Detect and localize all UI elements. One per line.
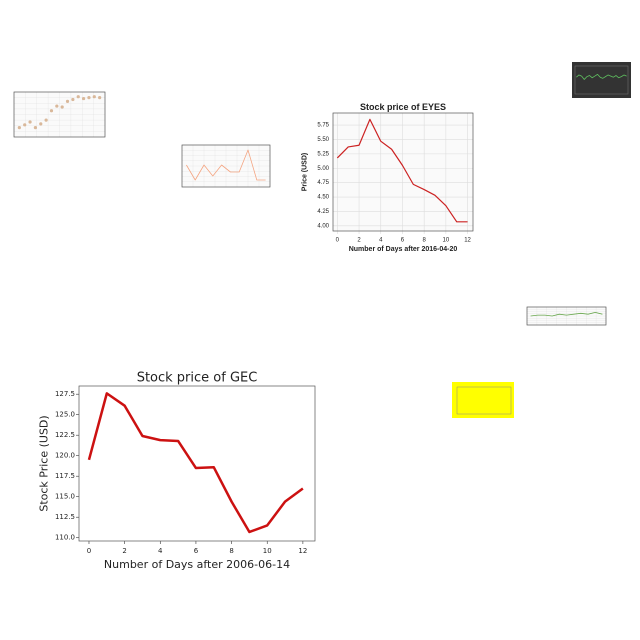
x-tick-label: 2 — [357, 238, 361, 244]
y-tick-label: 112.5 — [55, 513, 75, 521]
chart-title: Stock price of GEC — [137, 371, 258, 386]
y-tick-label: 5.25 — [317, 151, 329, 157]
x-tick-label: 6 — [401, 238, 405, 244]
scatter-point — [71, 97, 75, 102]
y-tick-label: 115.0 — [55, 493, 75, 501]
plot-frame — [574, 65, 629, 95]
plot-frame — [332, 112, 474, 232]
plot-frame — [13, 91, 106, 138]
y-tick-label: 4.00 — [317, 223, 329, 229]
x-tick-label: 0 — [87, 547, 91, 555]
x-axis-label: Number of Days after 2006-06-14 — [104, 558, 290, 571]
y-tick-label: 125.0 — [55, 411, 75, 419]
data-line — [186, 149, 266, 181]
x-tick-label: 4 — [379, 238, 383, 244]
x-tick-label: 8 — [229, 547, 233, 555]
scatter-point — [76, 95, 80, 99]
scatter-point — [65, 99, 70, 103]
y-tick-label: 127.5 — [55, 390, 75, 398]
chart-title: Stock price of EYES — [360, 102, 446, 112]
plot-frame — [526, 306, 607, 326]
y-tick-label: 5.75 — [317, 123, 329, 129]
x-tick-label: 4 — [158, 547, 163, 555]
plot-background — [572, 62, 631, 98]
yellow-thumbnail — [452, 382, 514, 418]
y-tick-label: 4.50 — [317, 195, 329, 201]
x-tick-label: 12 — [298, 547, 307, 555]
scatter-point — [60, 105, 64, 109]
scatter-point — [87, 96, 91, 100]
data-line — [576, 74, 627, 80]
scatter-point — [49, 109, 54, 113]
scatter-point — [39, 122, 43, 126]
scatter-point — [81, 96, 86, 101]
scatter-point — [23, 123, 27, 127]
y-tick-label: 4.75 — [317, 180, 329, 186]
scatter-point — [98, 96, 102, 100]
thumbnail-axes — [456, 386, 512, 415]
y-tick-label: 5.50 — [317, 137, 329, 143]
y-tick-label: 4.25 — [317, 209, 329, 215]
x-tick-label: 10 — [263, 547, 272, 555]
scatter-point — [92, 95, 96, 99]
x-tick-label: 10 — [443, 238, 450, 244]
data-line — [336, 118, 468, 223]
plot-frame — [78, 385, 316, 542]
x-tick-label: 0 — [336, 238, 340, 244]
y-tick-label: 5.00 — [317, 166, 329, 172]
scatter-point — [44, 118, 48, 122]
scatter-point — [17, 126, 21, 130]
y-tick-label: 117.5 — [55, 472, 75, 480]
plot-background — [333, 113, 473, 231]
x-tick-label: 8 — [422, 238, 426, 244]
x-tick-label: 2 — [122, 547, 126, 555]
x-tick-label: 6 — [194, 547, 199, 555]
y-tick-label: 110.0 — [55, 534, 75, 542]
scatter-point — [33, 126, 38, 130]
plot-background — [79, 386, 315, 541]
scatter-point — [55, 104, 59, 108]
data-line — [530, 312, 603, 317]
x-tick-label: 12 — [464, 238, 471, 244]
y-axis-label: Stock Price (USD) — [37, 415, 50, 511]
y-axis-label: Price (USD) — [302, 153, 309, 192]
y-tick-label: 120.0 — [55, 452, 75, 460]
x-axis-label: Number of Days after 2016-04-20 — [349, 246, 458, 253]
plot-frame — [181, 144, 271, 188]
data-line — [87, 392, 304, 534]
scatter-point — [28, 120, 32, 124]
y-tick-label: 122.5 — [55, 431, 75, 439]
